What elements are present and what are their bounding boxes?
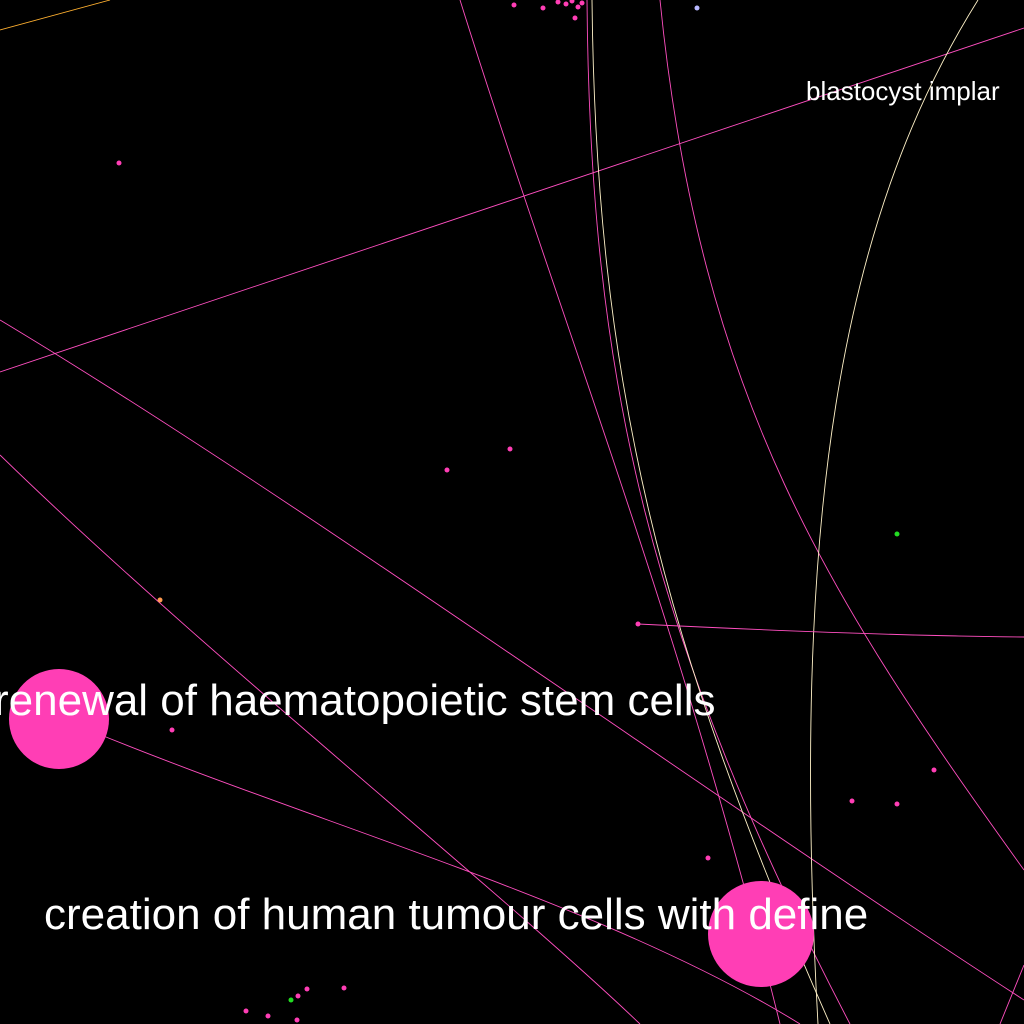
graph-node[interactable] — [265, 1013, 271, 1019]
graph-node[interactable] — [705, 855, 711, 861]
graph-node[interactable] — [540, 5, 546, 11]
graph-node[interactable] — [572, 15, 578, 21]
edge — [0, 0, 111, 31]
edge — [59, 717, 801, 1024]
edge — [0, 27, 1024, 373]
graph-node[interactable] — [894, 801, 900, 807]
graph-node[interactable] — [295, 993, 301, 999]
edge — [586, 0, 851, 1024]
graph-node[interactable] — [341, 985, 347, 991]
graph-node[interactable] — [569, 0, 575, 4]
graph-node[interactable] — [157, 597, 163, 603]
graph-node[interactable] — [304, 986, 310, 992]
hub-node-tumour[interactable] — [708, 881, 814, 987]
graph-node[interactable] — [444, 467, 450, 473]
graph-node[interactable] — [169, 727, 175, 733]
graph-node[interactable] — [575, 4, 581, 10]
edge — [0, 454, 641, 1024]
graph-node[interactable] — [555, 0, 561, 5]
graph-node[interactable] — [894, 531, 900, 537]
label-tumour: creation of human tumour cells with defi… — [44, 890, 868, 939]
small-nodes — [116, 0, 937, 1023]
graph-node[interactable] — [849, 798, 855, 804]
edge — [999, 964, 1024, 1024]
graph-node[interactable] — [243, 1008, 249, 1014]
graph-node[interactable] — [507, 446, 513, 452]
edge — [637, 623, 1024, 638]
edge — [0, 319, 1024, 1001]
graph-node[interactable] — [511, 2, 517, 8]
edge — [591, 0, 831, 1024]
graph-node[interactable] — [694, 5, 700, 11]
graph-node[interactable] — [563, 1, 569, 7]
graph-node[interactable] — [116, 160, 122, 166]
graph-node[interactable] — [579, 0, 585, 6]
label-blastocyst: blastocyst implar — [806, 76, 1000, 106]
edge — [459, 0, 781, 1024]
edge — [659, 0, 1024, 871]
label-haematopoietic: renewal of haematopoietic stem cells — [0, 676, 715, 725]
hub-node-haematopoietic[interactable] — [9, 669, 109, 769]
graph-node[interactable] — [931, 767, 937, 773]
graph-node[interactable] — [635, 621, 641, 627]
graph-node[interactable] — [294, 1017, 300, 1023]
edge — [810, 0, 979, 1024]
graph-node[interactable] — [288, 997, 294, 1003]
